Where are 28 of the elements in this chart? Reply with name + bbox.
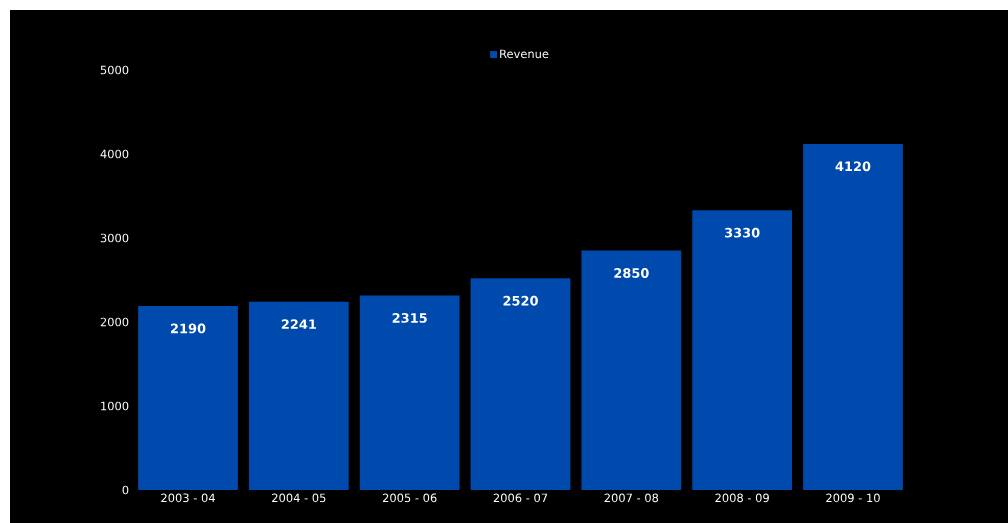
bar	[581, 250, 682, 490]
data-label: 2190	[171, 323, 206, 334]
x-tick-label: 2007 - 08	[604, 493, 659, 503]
bar	[138, 306, 238, 490]
data-label: 2241	[281, 319, 316, 329]
x-tick-label: 2009 - 10	[826, 493, 880, 503]
x-tick-label: 2006 - 07	[493, 493, 548, 503]
data-label: 2850	[614, 268, 649, 278]
x-tick-label: 2008 - 09	[715, 493, 769, 503]
data-label: 2315	[392, 313, 427, 323]
x-tick-label: 2003 - 04	[161, 493, 215, 503]
bar	[803, 143, 903, 490]
bar	[692, 210, 793, 490]
bar	[470, 278, 571, 490]
bar	[359, 295, 460, 490]
x-tick-label: 2005 - 06	[382, 493, 437, 503]
y-tick-label: 0	[122, 485, 129, 495]
bar	[248, 301, 349, 490]
legend-label: Revenue	[500, 49, 549, 59]
y-tick-label: 2000	[100, 317, 129, 327]
y-tick-label: 1000	[101, 401, 129, 411]
data-label: 4120	[835, 161, 871, 172]
data-label: 3330	[725, 227, 760, 238]
data-label: 2520	[503, 295, 538, 306]
y-tick-label: 5000	[100, 65, 129, 75]
y-tick-label: 4000	[100, 149, 129, 159]
x-tick-label: 2004 - 05	[272, 493, 326, 503]
y-tick-label: 3000	[100, 233, 129, 243]
